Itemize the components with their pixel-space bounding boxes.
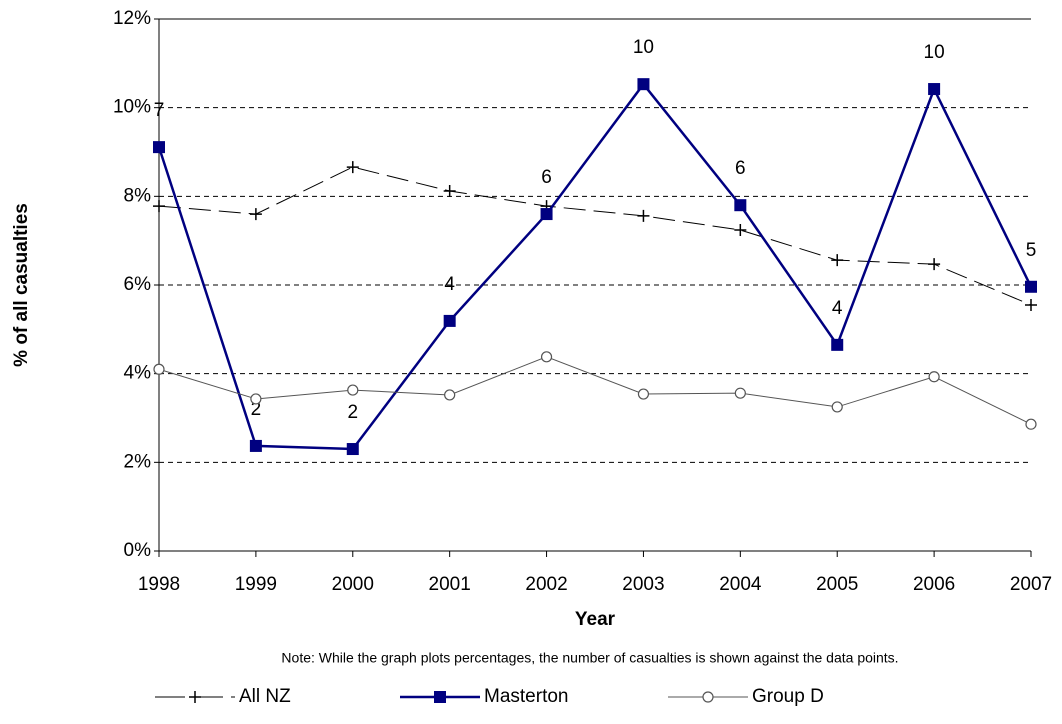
x-tick-label: 2002 [525,574,567,595]
data-label: 5 [1026,240,1037,261]
y-axis-label: % of all casualties [11,203,32,367]
point [153,363,165,375]
data-label: 4 [444,274,455,295]
x-tick-label: 2000 [332,574,374,595]
series-line [158,356,1032,425]
data-label: 2 [347,402,358,423]
point [249,208,262,221]
point [153,200,165,213]
legend-label: All NZ [239,686,291,707]
y-tick-label: 4% [124,363,152,384]
y-tick-label: 8% [124,185,152,206]
point [347,384,359,396]
data-label: 10 [633,37,654,58]
point [250,393,262,405]
x-tick-label: 1998 [138,574,180,595]
point [734,199,747,212]
data-label: 7 [154,100,165,121]
point [831,254,844,267]
point [443,185,456,198]
legend-label: Masterton [484,686,568,707]
point [734,387,746,399]
y-tick-label: 0% [124,540,152,561]
data-label: 4 [832,298,843,319]
point [540,208,553,221]
legend-marker [189,691,201,703]
point [443,314,456,327]
point [1025,280,1037,293]
legend-label: Group D [752,686,824,707]
x-tick-label: 2006 [913,574,955,595]
note: Note: While the graph plots percentages,… [281,650,898,666]
point [249,439,262,452]
y-tick-label: 6% [124,274,152,295]
x-tick-label: 2004 [719,574,762,595]
x-tick-label: 2007 [1010,574,1052,595]
y-tick-label: 12% [113,8,151,29]
point [346,443,359,456]
point [444,389,456,401]
point [1025,418,1037,430]
y-tick-label: 2% [124,451,152,472]
x-axis-label: Year [575,609,616,630]
point [928,371,940,383]
point [928,83,941,96]
y-tick-label: 10% [113,97,151,118]
point [831,401,843,413]
series-line [157,82,1033,451]
data-label: 6 [541,167,552,188]
point [346,161,359,174]
x-tick-label: 2001 [429,574,471,595]
point [928,258,941,271]
point [540,351,553,363]
x-tick-label: 2003 [622,574,664,595]
data-label: 6 [735,158,746,179]
x-tick-label: 2005 [816,574,858,595]
data-label: 10 [924,42,945,63]
data-label: 2 [251,399,262,420]
point [637,209,650,222]
point [831,338,844,351]
legend-marker [434,691,446,703]
x-tick-label: 1999 [235,574,277,595]
point [637,388,650,400]
point [153,141,165,154]
series-line [158,166,1032,306]
point [637,78,650,91]
legend-marker [702,691,714,703]
point [1025,298,1037,311]
point [734,224,747,237]
